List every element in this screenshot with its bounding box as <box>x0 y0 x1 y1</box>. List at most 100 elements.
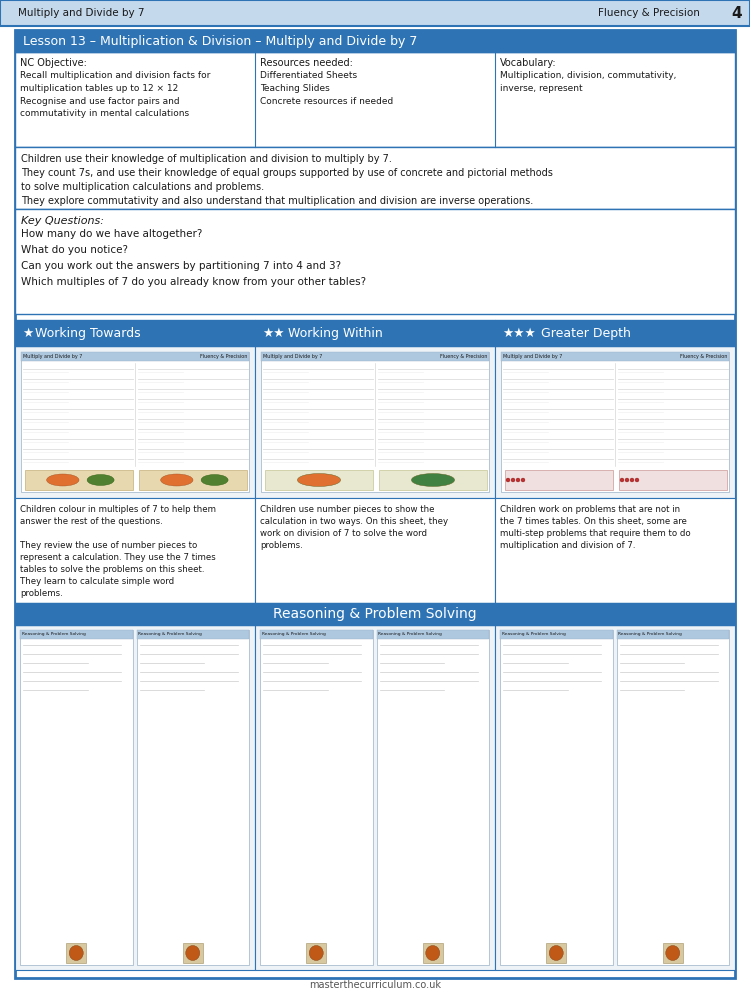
Text: Children use their knowledge of multiplication and division to multiply by 7.: Children use their knowledge of multipli… <box>21 154 392 164</box>
Circle shape <box>620 478 624 482</box>
Text: Working Within: Working Within <box>288 326 382 340</box>
Bar <box>500 630 613 965</box>
Text: Children use number pieces to show the: Children use number pieces to show the <box>260 505 434 514</box>
Bar <box>255 625 495 970</box>
Text: Fluency & Precision: Fluency & Precision <box>680 354 727 359</box>
Ellipse shape <box>412 474 454 487</box>
Bar <box>495 346 735 498</box>
Bar <box>0 0 750 26</box>
Bar <box>66 943 86 963</box>
Circle shape <box>630 478 634 482</box>
Ellipse shape <box>549 946 563 960</box>
Ellipse shape <box>298 474 340 487</box>
Ellipse shape <box>666 946 680 960</box>
Text: problems.: problems. <box>260 541 303 550</box>
Bar <box>505 470 613 490</box>
Text: Multiply and Divide by 7: Multiply and Divide by 7 <box>263 354 322 359</box>
Bar <box>25 470 133 490</box>
Text: calculation in two ways. On this sheet, they: calculation in two ways. On this sheet, … <box>260 517 448 526</box>
Text: Reasoning & Problem Solving: Reasoning & Problem Solving <box>502 633 566 637</box>
Text: What do you notice?: What do you notice? <box>21 245 128 255</box>
Ellipse shape <box>186 946 200 960</box>
Text: Reasoning & Problem Solving: Reasoning & Problem Solving <box>139 633 202 637</box>
Bar <box>261 352 489 492</box>
Text: ★★★: ★★★ <box>502 326 536 340</box>
Bar <box>379 470 487 490</box>
Text: multi-step problems that require them to do: multi-step problems that require them to… <box>500 529 691 538</box>
Ellipse shape <box>309 946 323 960</box>
Text: Differentiated Sheets: Differentiated Sheets <box>260 72 357 81</box>
Text: Fluency & Precision: Fluency & Precision <box>598 8 700 18</box>
Ellipse shape <box>426 946 439 960</box>
Bar <box>15 147 735 209</box>
Text: They count 7s, and use their knowledge of equal groups supported by use of concr: They count 7s, and use their knowledge o… <box>21 168 553 178</box>
Bar <box>20 630 133 639</box>
Text: represent a calculation. They use the 7 times: represent a calculation. They use the 7 … <box>20 553 216 562</box>
Text: multiplication tables up to 12 × 12: multiplication tables up to 12 × 12 <box>20 84 178 93</box>
Circle shape <box>506 478 510 482</box>
Bar <box>616 630 729 639</box>
Bar <box>616 630 729 965</box>
Circle shape <box>635 478 639 482</box>
Text: problems.: problems. <box>20 589 63 598</box>
Ellipse shape <box>46 474 79 486</box>
Text: Children colour in multiples of 7 to help them: Children colour in multiples of 7 to hel… <box>20 505 216 514</box>
Bar <box>376 630 489 965</box>
Bar <box>260 630 373 965</box>
Bar <box>21 352 249 492</box>
Bar <box>15 625 255 970</box>
Text: Children work on problems that are not in: Children work on problems that are not i… <box>500 505 680 514</box>
Bar <box>260 630 373 639</box>
Text: ★★: ★★ <box>262 326 284 340</box>
Bar <box>15 209 735 314</box>
Circle shape <box>516 478 520 482</box>
Text: NC Objective:: NC Objective: <box>20 58 87 68</box>
Bar <box>21 352 249 361</box>
Bar <box>306 943 326 963</box>
Text: Lesson 13 – Multiplication & Division – Multiply and Divide by 7: Lesson 13 – Multiplication & Division – … <box>23 34 417 47</box>
Text: Can you work out the answers by partitioning 7 into 4 and 3?: Can you work out the answers by partitio… <box>21 261 341 271</box>
Bar <box>15 346 255 498</box>
Text: Which multiples of 7 do you already know from your other tables?: Which multiples of 7 do you already know… <box>21 277 366 287</box>
Text: Multiply and Divide by 7: Multiply and Divide by 7 <box>23 354 82 359</box>
Text: Key Questions:: Key Questions: <box>21 216 104 226</box>
Bar <box>139 470 247 490</box>
Bar <box>15 498 255 603</box>
Text: Fluency & Precision: Fluency & Precision <box>200 354 247 359</box>
Ellipse shape <box>69 946 83 960</box>
Ellipse shape <box>160 474 193 486</box>
Text: Teaching Slides: Teaching Slides <box>260 84 330 93</box>
Circle shape <box>511 478 515 482</box>
Bar <box>136 630 249 965</box>
Bar <box>619 470 727 490</box>
Text: They explore commutativity and also understand that multiplication and division : They explore commutativity and also unde… <box>21 196 533 206</box>
Bar <box>546 943 566 963</box>
Bar <box>663 943 682 963</box>
Ellipse shape <box>87 475 114 486</box>
Bar <box>15 320 255 346</box>
Bar <box>255 498 495 603</box>
Text: work on division of 7 to solve the word: work on division of 7 to solve the word <box>260 529 427 538</box>
Text: tables to solve the problems on this sheet.: tables to solve the problems on this she… <box>20 565 205 574</box>
Circle shape <box>521 478 525 482</box>
Text: commutativity in mental calculations: commutativity in mental calculations <box>20 109 189 118</box>
Bar <box>183 943 203 963</box>
Bar <box>261 352 489 361</box>
Text: the 7 times tables. On this sheet, some are: the 7 times tables. On this sheet, some … <box>500 517 687 526</box>
Text: Reasoning & Problem Solving: Reasoning & Problem Solving <box>273 607 477 621</box>
Text: Recognise and use factor pairs and: Recognise and use factor pairs and <box>20 97 180 105</box>
Bar <box>500 630 613 639</box>
Text: They review the use of number pieces to: They review the use of number pieces to <box>20 541 197 550</box>
Text: multiplication and division of 7.: multiplication and division of 7. <box>500 541 635 550</box>
Bar <box>376 630 489 639</box>
Text: Reasoning & Problem Solving: Reasoning & Problem Solving <box>262 633 326 637</box>
Text: Reasoning & Problem Solving: Reasoning & Problem Solving <box>22 633 86 637</box>
Text: Reasoning & Problem Solving: Reasoning & Problem Solving <box>619 633 682 637</box>
Bar <box>495 498 735 603</box>
Text: Concrete resources if needed: Concrete resources if needed <box>260 97 393 105</box>
Text: inverse, represent: inverse, represent <box>500 84 583 93</box>
Text: Recall multiplication and division facts for: Recall multiplication and division facts… <box>20 72 210 81</box>
Text: Vocabulary:: Vocabulary: <box>500 58 556 68</box>
Text: to solve multiplication calculations and problems.: to solve multiplication calculations and… <box>21 182 264 192</box>
Bar <box>495 625 735 970</box>
